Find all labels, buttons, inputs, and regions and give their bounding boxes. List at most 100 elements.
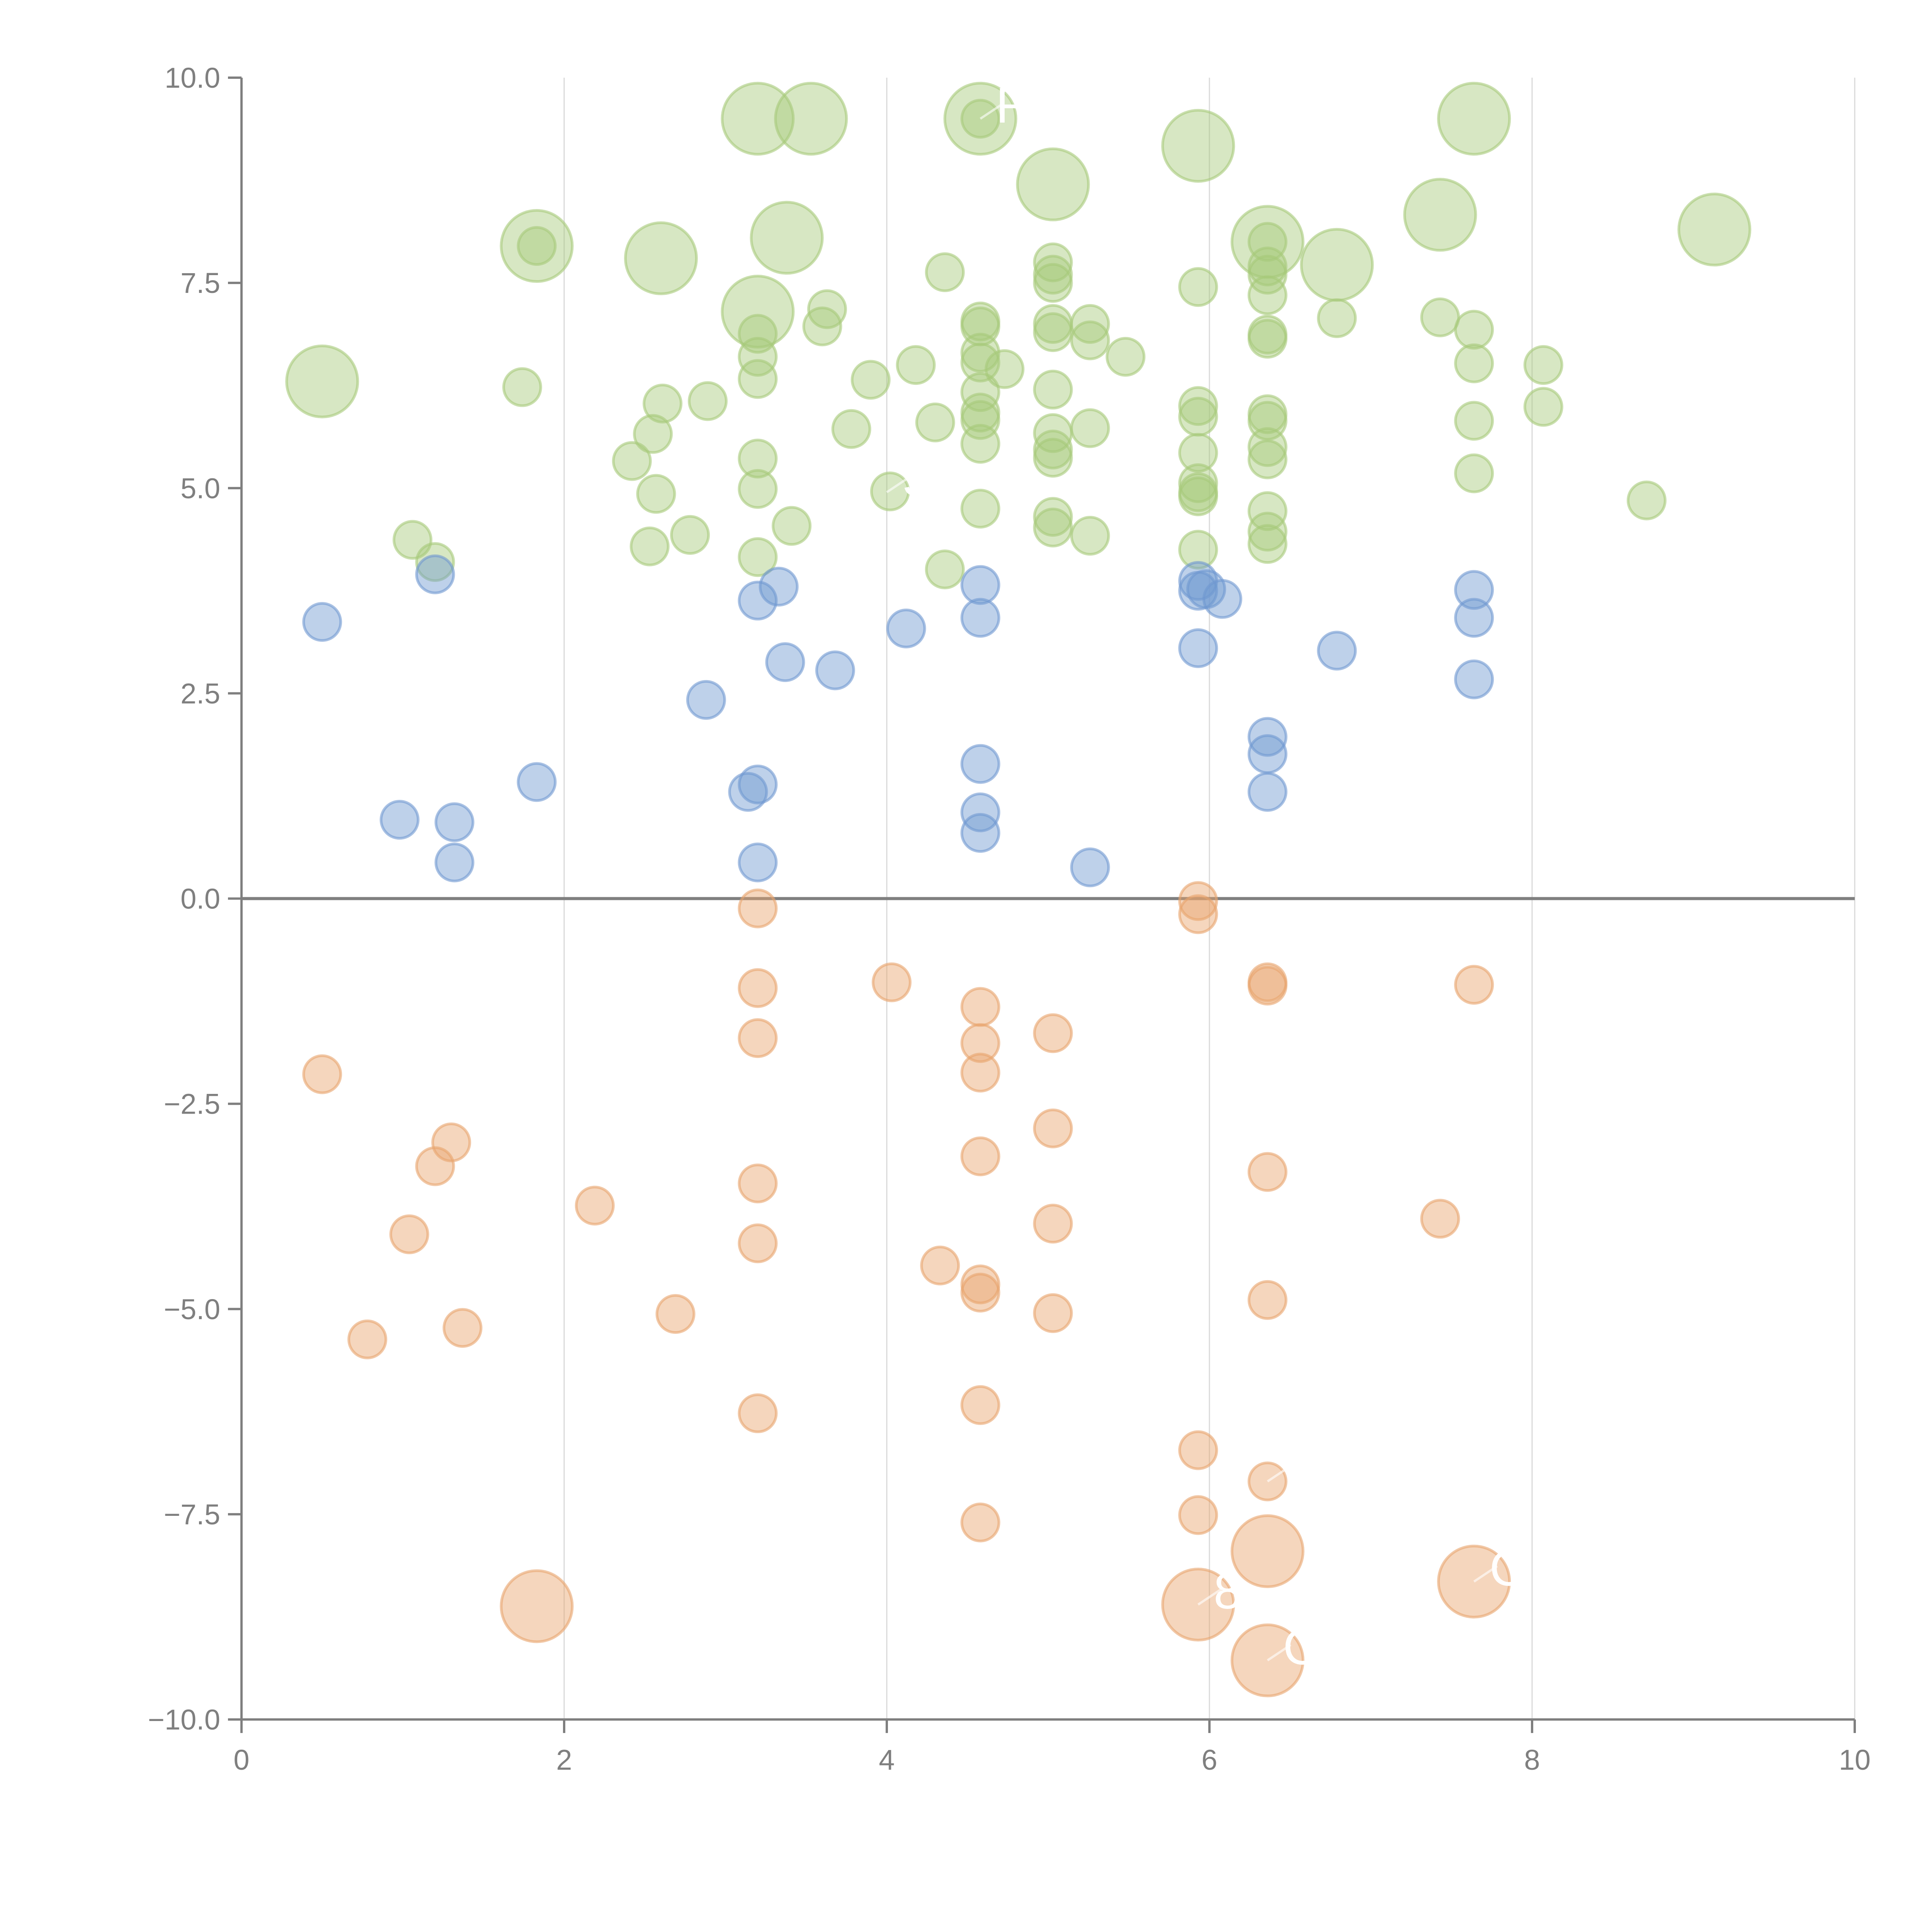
y-tick-label: −7.5 [164, 1498, 220, 1531]
green-bubble [612, 441, 652, 481]
blue-bubble [517, 762, 557, 802]
green-bubble [738, 359, 778, 399]
green-bubble [502, 367, 542, 407]
orange-bubble [738, 1393, 778, 1434]
x-tick-label: 10 [1839, 1744, 1871, 1776]
data-points [285, 82, 1752, 1697]
green-bubble [285, 344, 359, 418]
orange-bubble [1178, 1495, 1218, 1535]
green-bubble [1437, 82, 1511, 156]
blue-bubble [415, 554, 455, 594]
blue-bubble [1247, 772, 1287, 812]
blue-bubble [1454, 570, 1494, 610]
green-bubble [1523, 345, 1563, 385]
blue-bubble [434, 802, 474, 842]
point-label: T [1283, 1440, 1313, 1496]
blue-bubble [1317, 631, 1357, 671]
label-leader-line [1473, 1565, 1498, 1583]
green-bubble [1033, 438, 1073, 478]
blue-bubble [379, 800, 420, 840]
blue-bubble [738, 580, 778, 621]
y-tick-label: −10.0 [148, 1704, 220, 1736]
orange-bubble [960, 1385, 1000, 1425]
green-bubble [831, 409, 871, 449]
green-bubble [517, 226, 557, 266]
y-tick-label: −5.0 [164, 1293, 220, 1325]
green-bubble [1033, 369, 1073, 410]
orange-bubble [960, 1023, 1000, 1063]
green-bubble [738, 314, 778, 354]
point-label: S [902, 451, 936, 507]
y-tick-label: 5.0 [180, 472, 220, 504]
point-label: C [1490, 1540, 1526, 1596]
axes: −10.0 −7.5 −5.0 −2.5 0.0 2.5 5.0 7.5 10.0 0 2 4 6 8 10 [148, 62, 1871, 1776]
orange-bubble [1247, 1152, 1287, 1192]
green-bubble [1070, 515, 1110, 556]
orange-bubble [738, 1163, 778, 1204]
label-leader-line [980, 102, 1004, 120]
green-bubble [774, 82, 848, 156]
green-bubble [896, 345, 936, 385]
y-tick-label: 7.5 [180, 267, 220, 299]
green-bubble [1105, 337, 1146, 377]
green-bubble [915, 402, 955, 442]
blue-bubble [765, 642, 805, 682]
green-bubble [738, 439, 778, 479]
orange-bubble [738, 1223, 778, 1264]
blue-bubble [759, 566, 799, 607]
green-bubble [1178, 267, 1218, 307]
orange-bubble [960, 987, 1000, 1027]
green-bubble [1178, 396, 1218, 437]
blue-bubble [960, 565, 1000, 605]
label-leader-line [1267, 1465, 1291, 1483]
green-bubble [1033, 263, 1073, 303]
green-bubble [1626, 480, 1667, 520]
green-bubble [1033, 507, 1073, 548]
point-label: 8 [1214, 1563, 1242, 1619]
green-bubble [643, 383, 683, 423]
orange-bubble [738, 1018, 778, 1058]
green-bubble [1033, 242, 1073, 282]
green-bubble [670, 515, 710, 555]
y-tick-label: 0.0 [180, 883, 220, 915]
green-bubble [985, 349, 1025, 389]
green-bubble [1247, 275, 1287, 315]
green-bubble [960, 372, 1000, 412]
green-bubble [688, 381, 728, 421]
green-bubble [1523, 387, 1563, 427]
orange-bubble [1033, 1013, 1073, 1053]
green-bubble [1454, 310, 1494, 350]
green-bubble [633, 414, 673, 454]
x-tick-label: 6 [1201, 1744, 1217, 1776]
green-bubble [721, 82, 795, 156]
green-bubble [1178, 433, 1218, 473]
orange-bubble [960, 1502, 1000, 1543]
blue-bubble [738, 842, 778, 883]
orange-bubble [960, 1136, 1000, 1177]
green-bubble [1247, 524, 1287, 564]
orange-bubble [1230, 1514, 1304, 1588]
green-bubble [1178, 463, 1218, 503]
blue-bubble [1454, 598, 1494, 638]
green-bubble [850, 360, 891, 400]
orange-bubble [500, 1569, 574, 1643]
orange-bubble [655, 1294, 696, 1334]
orange-bubble [960, 1272, 1000, 1313]
green-bubble [960, 488, 1000, 529]
green-bubble [1247, 512, 1287, 552]
green-bubble [1454, 401, 1494, 441]
label-leader-line [886, 476, 911, 493]
x-tick-label: 4 [879, 1744, 895, 1776]
y-tick-label: 10.0 [165, 62, 220, 94]
orange-bubble [872, 962, 912, 1002]
green-bubble [807, 289, 847, 329]
orange-bubble [738, 968, 778, 1008]
green-bubble [738, 537, 778, 577]
orange-bubble [920, 1245, 960, 1286]
orange-bubble [960, 1053, 1000, 1093]
blue-bubble [1178, 628, 1218, 668]
orange-bubble [1247, 966, 1287, 1006]
blue-bubble [960, 792, 1000, 832]
